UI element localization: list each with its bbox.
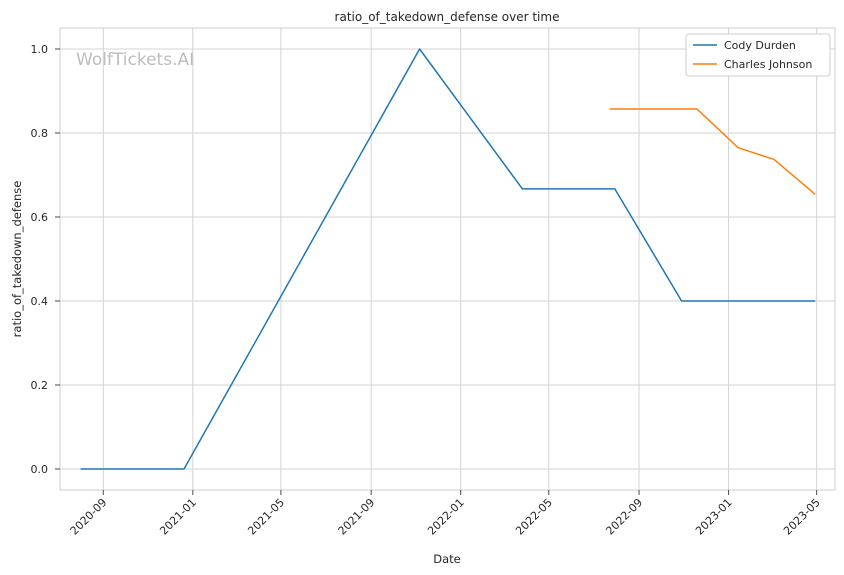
x-axis-title: Date: [433, 552, 461, 566]
y-tick-label: 1.0: [31, 43, 49, 56]
y-axis-title: ratio_of_takedown_defense: [10, 181, 24, 338]
legend-box: [685, 33, 831, 77]
y-tick-label: 0.8: [31, 127, 49, 140]
legend-label-cody-durden: Cody Durden: [724, 39, 796, 52]
series-line-cody-durden: [80, 48, 816, 470]
y-tick-label: 0.6: [31, 211, 49, 224]
y-tick-label: 0.4: [31, 295, 49, 308]
grid: [60, 28, 835, 490]
chart-title: ratio_of_takedown_defense over time: [335, 10, 560, 24]
y-tick-label: 0.0: [31, 463, 49, 476]
series-line-charles-johnson: [609, 108, 816, 195]
series-lines: [80, 48, 816, 470]
plot-frame: [59, 27, 836, 491]
legend: Cody Durden Charles Johnson: [685, 33, 831, 77]
watermark: WolfTickets.AI: [76, 50, 194, 70]
y-tick-label: 0.2: [31, 379, 49, 392]
legend-label-charles-johnson: Charles Johnson: [724, 58, 812, 71]
